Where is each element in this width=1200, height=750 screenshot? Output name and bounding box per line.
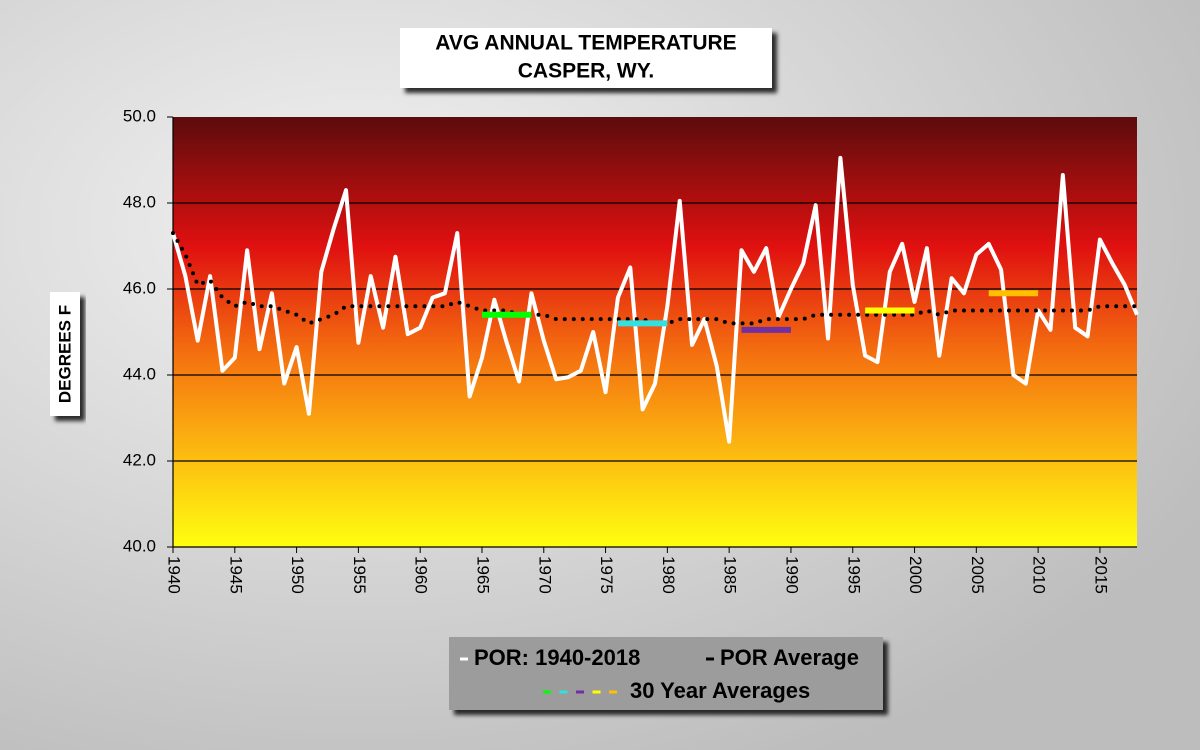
x-tick-label: 1965: [473, 556, 492, 594]
y-label-box: [50, 292, 80, 416]
x-tick-label: 2010: [1030, 556, 1049, 594]
y-tick-label: 50.0: [123, 106, 156, 125]
y-tick-label: 42.0: [123, 450, 156, 469]
x-tick-label: 1980: [659, 556, 678, 594]
legend-label: POR: 1940-2018: [474, 645, 640, 670]
y-tick-label: 40.0: [123, 536, 156, 555]
x-tick-label: 1940: [165, 556, 184, 594]
x-tick-label: 1985: [721, 556, 740, 594]
plot-area: [173, 117, 1137, 547]
x-tick-label: 1950: [288, 556, 307, 594]
x-tick-label: 2005: [968, 556, 987, 594]
x-tick-label: 1995: [844, 556, 863, 594]
x-tick-label: 1970: [535, 556, 554, 594]
x-tick-label: 1945: [226, 556, 245, 594]
legend-box: [449, 637, 883, 710]
chart-subtitle: CASPER, WY.: [518, 60, 655, 83]
x-tick-label: 1990: [782, 556, 801, 594]
y-tick-label: 46.0: [123, 278, 156, 297]
x-tick-label: 1960: [412, 556, 431, 594]
title-box: [400, 28, 772, 88]
x-tick-label: 1955: [350, 556, 369, 594]
data: [171, 155, 1139, 444]
legend-label: POR Average: [720, 645, 859, 670]
grid: 40.0 42.0 44.0 46.0 48.0 50.0 1940 1945 1950 1955…: [123, 106, 1137, 594]
chart-title: AVG ANNUAL TEMPERATURE: [435, 32, 736, 55]
legend: POR: 1940-2018 POR Average 30 Year Average…: [460, 645, 859, 703]
data-line: [171, 155, 1139, 444]
y-tick-label: 44.0: [123, 364, 156, 383]
x-tick-label: 1975: [597, 556, 616, 594]
legend-label: 30 Year Averages: [630, 678, 810, 703]
y-tick-label: 48.0: [123, 192, 156, 211]
x-tick-label: 2015: [1091, 556, 1110, 594]
y-axis-label: DEGREES F: [55, 305, 74, 403]
x-tick-label: 2000: [906, 556, 925, 594]
